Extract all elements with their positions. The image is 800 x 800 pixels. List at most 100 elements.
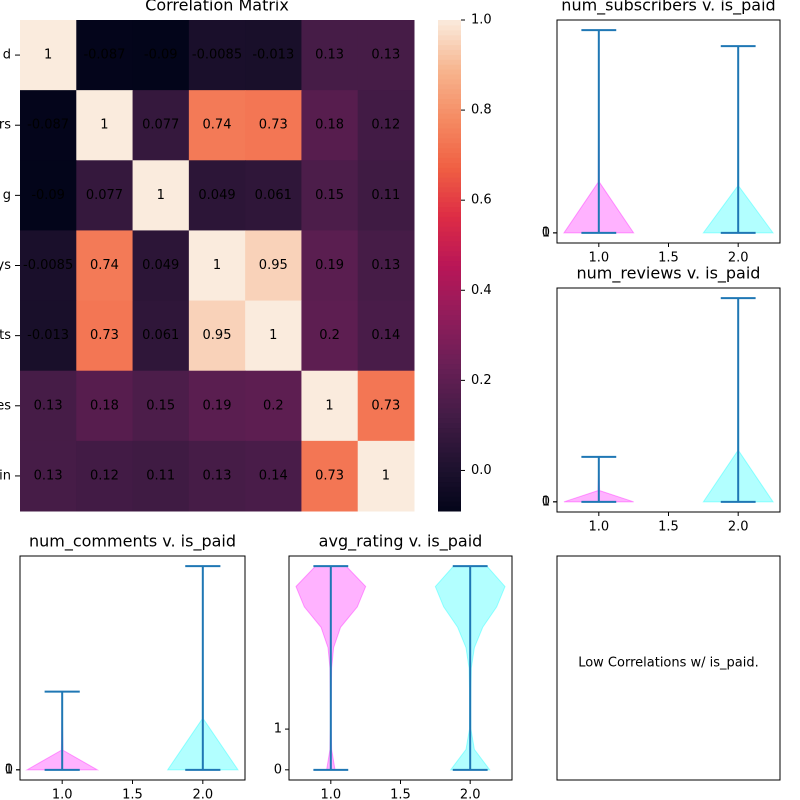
colorbar-tick-label: 0.6	[471, 193, 492, 208]
x-tick-label: 1.5	[122, 788, 143, 800]
colorbar-step	[438, 123, 461, 129]
cell-label: 0.13	[371, 258, 400, 273]
cell-label: 0.95	[259, 258, 288, 273]
colorbar-step	[438, 177, 461, 183]
colorbar-step	[438, 172, 461, 178]
colorbar-step	[438, 452, 461, 458]
colorbar-step	[438, 44, 461, 50]
heatmap-cell	[76, 300, 134, 372]
heatmap-cell	[76, 230, 134, 302]
cell-label: 0.15	[315, 188, 344, 203]
colorbar-step	[438, 265, 461, 271]
colorbar-tick-label: 0.8	[471, 103, 492, 118]
colorbar-step	[438, 103, 461, 109]
y-tick-label: ys	[0, 258, 11, 273]
heatmap-cell	[188, 20, 246, 91]
cell-label: -0.087	[27, 118, 69, 133]
cell-label: 0.73	[315, 468, 344, 483]
cell-label: 1	[269, 328, 277, 343]
colorbar-step	[438, 442, 461, 448]
heatmap-cell	[76, 90, 134, 161]
cell-label: 1	[382, 468, 390, 483]
colorbar-tick-label: 0.2	[471, 373, 492, 388]
cell-label: -0.013	[252, 48, 294, 63]
cell-label: 0.13	[371, 48, 400, 63]
heatmap-cell	[357, 370, 415, 442]
cell-label: -0.09	[31, 188, 65, 203]
heatmap-cell	[301, 90, 359, 161]
colorbar-step	[438, 501, 461, 507]
colorbar-step	[438, 245, 461, 252]
heatmap-cell	[245, 440, 302, 512]
colorbar-step	[438, 132, 461, 139]
heatmap-cell	[20, 370, 77, 442]
colorbar-step	[438, 98, 461, 104]
cell-label: 0.077	[86, 188, 123, 203]
colorbar-step	[438, 466, 461, 473]
cell-label: 0.13	[34, 468, 63, 483]
chart-title: avg_rating v. is_paid	[319, 532, 483, 552]
y-tick-label: 0	[274, 762, 282, 777]
colorbar-step	[438, 373, 461, 379]
note-box	[556, 555, 781, 781]
colorbar-step	[438, 344, 461, 350]
heatmap-cell	[20, 300, 77, 372]
colorbar-step	[438, 393, 461, 399]
cell-label: 0.061	[142, 328, 179, 343]
colorbar-step	[438, 368, 461, 375]
x-tick-label: 2.0	[460, 788, 481, 800]
heatmap-cell	[132, 300, 190, 372]
cell-label: 0.14	[371, 328, 400, 343]
y-tick-label: ts	[0, 328, 11, 343]
colorbar-step	[438, 240, 461, 247]
x-tick-label: 1.5	[658, 251, 679, 266]
cell-label: 0.13	[315, 48, 344, 63]
cell-label: 0.73	[90, 328, 119, 343]
heatmap-cell	[245, 20, 302, 91]
colorbar-step	[438, 34, 461, 41]
colorbar-step	[438, 29, 461, 36]
heatmap-cell	[20, 440, 77, 512]
colorbar-step	[438, 422, 461, 429]
heatmap-cell	[245, 160, 302, 231]
heatmap-cell	[245, 90, 302, 161]
colorbar-step	[438, 236, 461, 242]
heatmap-cell	[301, 160, 359, 231]
cell-label: -0.087	[83, 48, 125, 63]
colorbar-step	[438, 201, 461, 208]
cell-label: 0.061	[255, 188, 292, 203]
cell-label: 0.2	[319, 328, 340, 343]
chart-title: num_subscribers v. is_paid	[561, 0, 775, 16]
heatmap-cell	[357, 300, 415, 372]
colorbar-step	[438, 182, 461, 188]
colorbar-step	[438, 255, 461, 262]
heatmap-cell	[132, 440, 190, 512]
y-tick-label: in	[0, 468, 11, 483]
colorbar-step	[438, 309, 461, 316]
colorbar-step	[438, 447, 461, 453]
cell-label: 0.18	[90, 398, 119, 413]
colorbar-tick-label: 0.0	[471, 463, 492, 478]
colorbar-step	[438, 285, 461, 291]
x-tick-label: 2.0	[728, 520, 749, 535]
colorbar-step	[438, 221, 461, 227]
colorbar-step	[438, 407, 461, 414]
colorbar-step	[438, 363, 461, 370]
cell-label: 0.19	[203, 398, 232, 413]
heatmap-cell	[20, 20, 77, 91]
cell-label: 0.049	[142, 258, 179, 273]
heatmap-cell	[76, 370, 134, 442]
y-tick-label: g	[3, 188, 11, 203]
colorbar-step	[438, 250, 461, 257]
x-tick-label: 2.0	[728, 251, 749, 266]
cell-label: 0.13	[34, 398, 63, 413]
x-tick-label: 1.5	[390, 788, 411, 800]
cell-label: 0.077	[142, 118, 179, 133]
heatmap-cell	[357, 230, 415, 302]
colorbar-step	[438, 383, 461, 389]
heatmap-cell	[357, 90, 415, 161]
cell-label: 0.2	[263, 398, 284, 413]
cell-label: 0.73	[371, 398, 400, 413]
colorbar-step	[438, 471, 461, 478]
